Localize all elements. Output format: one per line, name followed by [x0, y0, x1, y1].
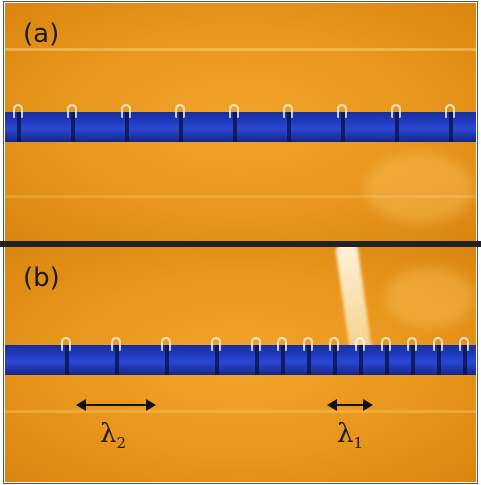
glare-line	[5, 48, 476, 51]
strip-fold	[115, 345, 119, 375]
fold-highlight	[329, 337, 339, 351]
panel-label-a: (a)	[23, 19, 60, 49]
fold-highlight	[407, 337, 417, 351]
strip-fold	[437, 345, 441, 375]
fold-highlight	[111, 337, 121, 351]
fold-highlight	[229, 104, 239, 118]
fold-highlight	[67, 104, 77, 118]
strip-fold	[287, 112, 291, 142]
lambda1-label: λ1	[337, 419, 364, 453]
strip-fold	[233, 112, 237, 142]
strip-fold	[449, 112, 453, 142]
fold-highlight	[433, 337, 443, 351]
strip-fold	[215, 345, 219, 375]
panel-separator	[0, 241, 481, 247]
strip-fold	[71, 112, 75, 142]
blue-strip-a	[5, 104, 476, 142]
strip-fold	[385, 345, 389, 375]
panel-label-b: (b)	[23, 263, 60, 293]
fold-highlight	[445, 104, 455, 118]
fold-highlight	[251, 337, 261, 351]
strip-fold	[307, 345, 311, 375]
strip-fold	[333, 345, 337, 375]
wavelength-arrow-lambda2	[76, 399, 156, 411]
wavelength-arrow-lambda1	[327, 399, 373, 411]
fold-highlight	[459, 337, 469, 351]
fold-highlight	[355, 337, 365, 351]
fold-highlight	[277, 337, 287, 351]
fold-highlight	[283, 104, 293, 118]
fold-highlight	[381, 337, 391, 351]
strip-fold	[17, 112, 21, 142]
fold-highlight	[211, 337, 221, 351]
fold-highlight	[391, 104, 401, 118]
strip-fold	[463, 345, 467, 375]
strip-fold	[341, 112, 345, 142]
strip-fold	[125, 112, 129, 142]
fold-highlight	[303, 337, 313, 351]
glare-spot	[365, 153, 475, 223]
blue-strip-b	[5, 337, 476, 375]
fold-highlight	[161, 337, 171, 351]
strip-fold	[65, 345, 69, 375]
strip-fold	[179, 112, 183, 142]
glare-spot	[385, 267, 475, 327]
strip-fold	[255, 345, 259, 375]
fold-highlight	[61, 337, 71, 351]
strip-fold	[395, 112, 399, 142]
glare-line	[5, 410, 476, 413]
fold-highlight	[121, 104, 131, 118]
fold-highlight	[13, 104, 23, 118]
strip-fold	[411, 345, 415, 375]
fold-highlight	[337, 104, 347, 118]
strip-fold	[165, 345, 169, 375]
strip-fold	[281, 345, 285, 375]
fold-highlight	[175, 104, 185, 118]
panel-a: (a)	[5, 3, 476, 241]
glare-line	[5, 195, 476, 198]
panel-b: (b) λ2 λ1	[5, 247, 476, 482]
strip-fold	[359, 345, 363, 375]
lambda2-label: λ2	[100, 419, 127, 453]
